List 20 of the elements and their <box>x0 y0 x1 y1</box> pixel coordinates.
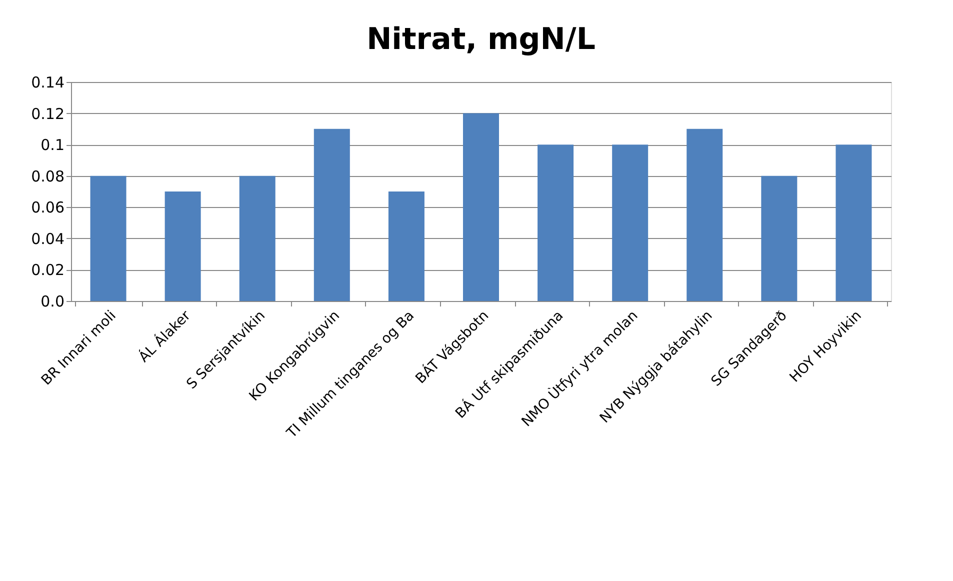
y-tick-label: 0.08 <box>31 167 64 186</box>
bar <box>463 113 499 301</box>
bar <box>314 128 350 301</box>
bar <box>164 192 201 301</box>
bar <box>388 192 424 301</box>
bar <box>836 144 872 301</box>
y-tick-label: 0.02 <box>31 261 64 280</box>
y-tick-label: 0.14 <box>31 74 64 92</box>
bar <box>686 128 723 301</box>
y-tick-label: 0.06 <box>31 198 64 217</box>
bar <box>239 176 276 301</box>
chart-title: Nitrat, mgN/L <box>366 22 596 57</box>
bar <box>538 144 574 301</box>
y-tick-label: 0.1 <box>40 136 64 154</box>
bar <box>90 176 126 301</box>
y-tick-label: 0.0 <box>40 292 64 310</box>
y-tick-label: 0.12 <box>31 104 64 123</box>
y-tick-label: 0.04 <box>31 230 64 248</box>
bar <box>761 176 798 301</box>
bar <box>612 144 648 301</box>
